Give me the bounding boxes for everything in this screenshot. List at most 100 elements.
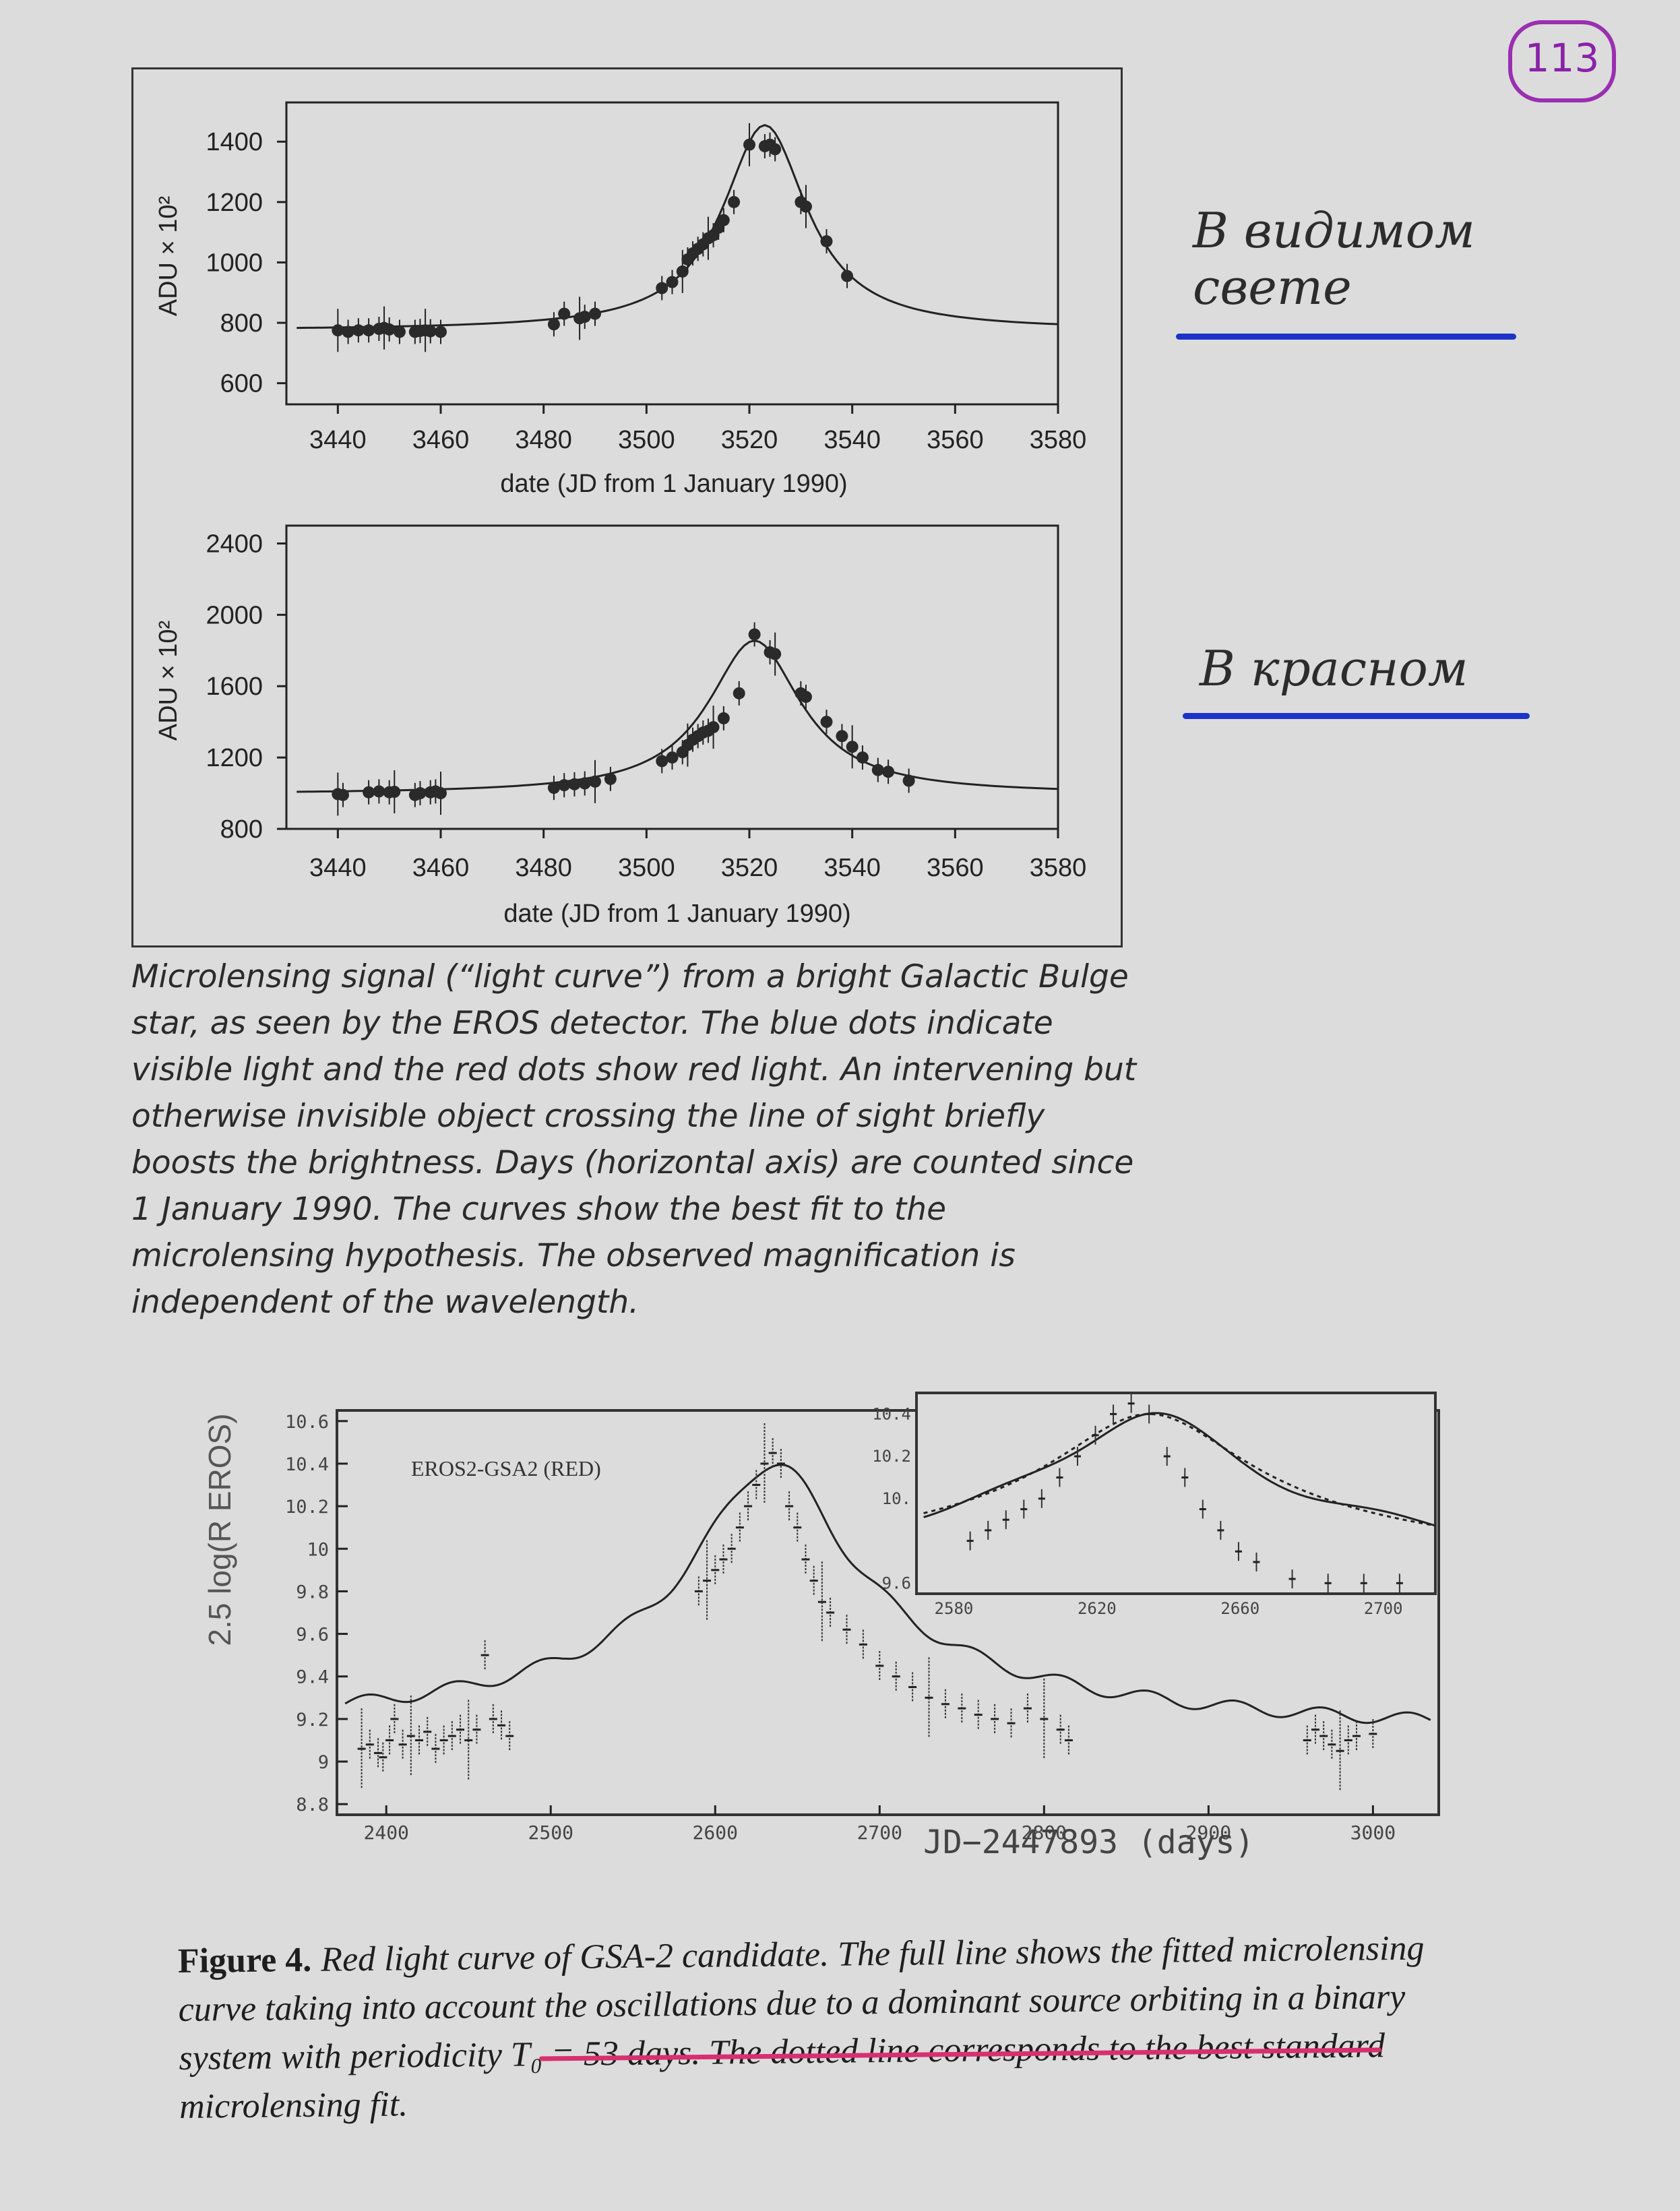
- x-tick-label: 3560: [927, 426, 984, 454]
- bottom-plot-fit-curve: [344, 1464, 1431, 1724]
- y-tick-label: 600: [220, 370, 263, 398]
- data-point: [707, 721, 720, 734]
- x-tick-label: 3540: [823, 854, 881, 882]
- bottom-plot-xticks: 2400 2500 2600 2700 2800 2900 3000: [363, 1805, 1396, 1844]
- y-tick-label: 2400: [206, 530, 263, 558]
- data-point: [733, 687, 745, 699]
- top-panel-fit-curve: [297, 123, 1059, 330]
- x-tick-label: 2900: [1186, 1821, 1231, 1844]
- handwritten-note-visible: В видимом свете: [1193, 202, 1475, 315]
- y-tick-label: 10.4: [285, 1454, 329, 1475]
- x-tick-label: 3580: [1030, 426, 1087, 454]
- data-point: [820, 716, 833, 728]
- x-tick-label: 3480: [515, 854, 572, 882]
- middle-panel-xticks: 3440 3460 3480 3500 3520 3540 3560 3580: [309, 829, 1086, 882]
- inset-xticks: 2580 2620 2660 2700: [935, 1599, 1403, 1618]
- data-point: [743, 138, 755, 151]
- data-point: [435, 787, 447, 800]
- data-point: [558, 307, 571, 320]
- y-tick-label: 9.2: [296, 1710, 329, 1731]
- data-point: [769, 648, 782, 660]
- data-point: [856, 751, 869, 764]
- bottom-plot-yticks: 8.8 9 9.2 9.4 9.6 9.8 10 10.2 10.4 10.6: [285, 1412, 348, 1815]
- x-tick-label: 3500: [618, 426, 675, 454]
- x-tick-label: 2700: [857, 1821, 902, 1844]
- inset-box: [915, 1392, 1437, 1595]
- middle-panel-yticks: 800 1200 1600 2000 2400: [206, 530, 286, 844]
- data-point: [717, 712, 730, 724]
- top-figure-frame: [131, 67, 1123, 947]
- data-point: [578, 311, 591, 323]
- x-tick-label: 3540: [823, 426, 881, 454]
- data-point: [676, 265, 689, 278]
- top-panel-ylabel: ADU × 10²: [154, 196, 183, 316]
- data-point: [728, 195, 741, 208]
- data-point: [414, 787, 427, 800]
- data-point: [799, 691, 812, 704]
- data-point: [846, 741, 859, 753]
- x-tick-label: 2800: [1022, 1821, 1067, 1844]
- top-panel-points: [332, 123, 854, 352]
- x-tick-label: 2400: [363, 1821, 408, 1844]
- data-point: [748, 628, 761, 641]
- bottom-plot-ylabel: 2.5 log(R EROS): [202, 1413, 237, 1646]
- inset-x-tick-label: 2660: [1220, 1599, 1259, 1618]
- bottom-plot-legend: EROS2-GSA2 (RED): [411, 1456, 601, 1481]
- y-tick-label: 10.2: [285, 1497, 329, 1518]
- middle-panel-box: [285, 524, 1059, 830]
- top-figure-caption: Microlensing signal (“light curve”) from…: [131, 958, 1137, 1321]
- data-point: [363, 324, 375, 337]
- x-tick-label: 3520: [721, 426, 778, 454]
- data-point: [666, 276, 679, 288]
- y-tick-label: 10: [307, 1539, 329, 1560]
- middle-panel-points: [332, 622, 915, 816]
- figure4-text: Red light curve of GSA-2 candidate. The …: [178, 1929, 1425, 2126]
- figure4-label: Figure 4.: [177, 1940, 312, 1981]
- data-point: [836, 730, 848, 743]
- y-tick-label: 10.6: [285, 1412, 329, 1433]
- y-tick-label: 2000: [206, 601, 263, 629]
- x-tick-label: 3440: [309, 854, 367, 882]
- data-point: [578, 777, 591, 790]
- y-tick-label: 800: [220, 309, 263, 338]
- data-point: [799, 200, 812, 213]
- inset-y-tick-label: 10.4: [872, 1404, 911, 1423]
- data-point: [424, 325, 437, 338]
- data-point: [589, 307, 601, 320]
- x-tick-label: 3440: [309, 426, 367, 454]
- data-point: [656, 755, 668, 768]
- inset-points: [966, 1394, 1403, 1593]
- data-point: [666, 751, 679, 764]
- inset-yticks: 9.6 10. 10.2 10.4: [872, 1404, 911, 1592]
- data-point: [363, 786, 375, 799]
- data-point: [820, 235, 833, 248]
- middle-panel-fit-curve: [297, 640, 1059, 793]
- note-visible-underline: [1176, 334, 1516, 340]
- figure4-caption: Figure 4. Red light curve of GSA-2 candid…: [178, 1924, 1460, 2131]
- data-point: [882, 766, 895, 778]
- data-point: [393, 325, 406, 338]
- bottom-plot-inset: 2580 2620 2660 2700 9.6 10. 10.2 10.4: [872, 1392, 1437, 1618]
- x-tick-label: 3560: [927, 854, 984, 882]
- data-point: [332, 324, 344, 337]
- y-tick-label: 1200: [206, 744, 263, 772]
- data-point: [871, 764, 884, 776]
- inset-y-tick-label: 9.6: [882, 1574, 911, 1592]
- inset-fit-curve: [923, 1412, 1436, 1527]
- y-tick-label: 1200: [206, 189, 263, 217]
- data-point: [336, 788, 349, 801]
- top-panel-visible: ADU × 10² date (JD from 1 January 1990) …: [154, 101, 1087, 498]
- data-point: [717, 214, 730, 226]
- data-point: [902, 774, 915, 787]
- data-point: [604, 772, 617, 785]
- middle-panel-red: ADU × 10² date (JD from 1 January 1990) …: [154, 524, 1086, 928]
- data-point: [589, 775, 601, 788]
- y-tick-label: 9.6: [296, 1625, 329, 1646]
- top-panel-box: [285, 101, 1059, 406]
- inset-x-tick-label: 2580: [935, 1599, 974, 1618]
- bottom-plot-xlabel: JD−2447893 (days): [923, 1824, 1254, 1861]
- page-number: 113: [1508, 20, 1616, 102]
- inset-y-tick-label: 10.2: [872, 1447, 911, 1466]
- data-point: [435, 325, 447, 338]
